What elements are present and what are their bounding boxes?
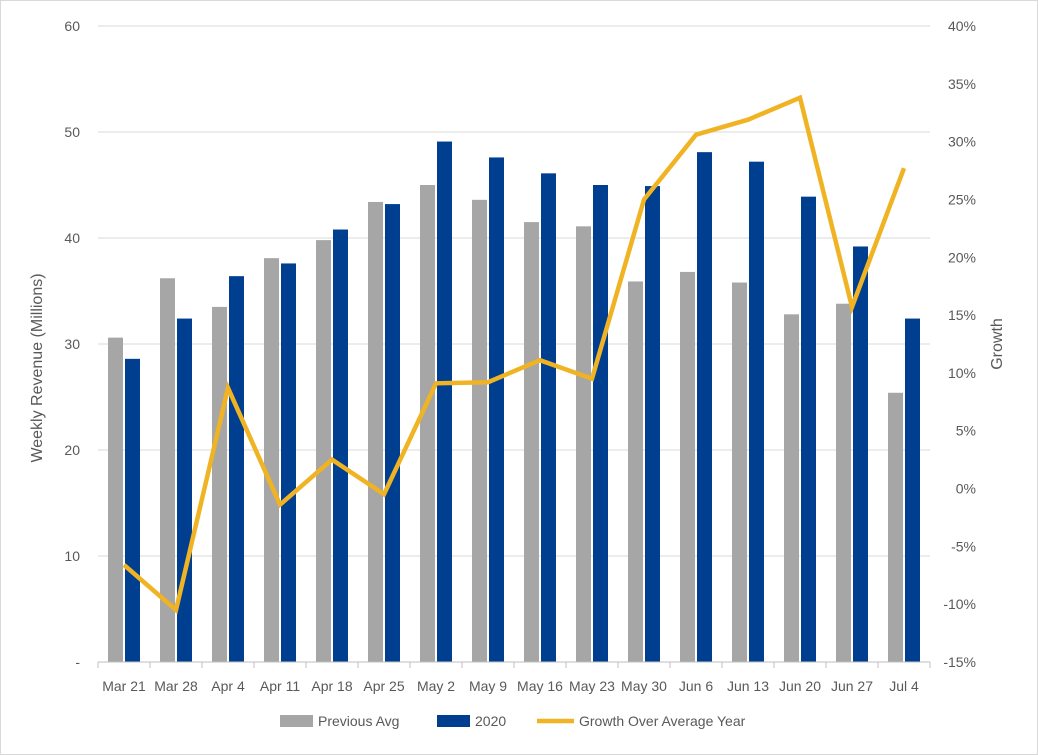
bar-previous-avg (420, 185, 435, 662)
bar-2020 (853, 246, 868, 663)
bar-2020 (385, 204, 400, 662)
bar-previous-avg (576, 226, 591, 662)
bar-2020 (801, 196, 816, 662)
y-tick-label: 10 (64, 548, 80, 564)
y2-tick-label: 40% (948, 18, 976, 34)
y2-tick-label: 20% (948, 249, 976, 265)
x-tick-label: Jun 6 (679, 678, 713, 694)
x-axis-tick-labels: Mar 21 Mar 28 Apr 4 Apr 11 Apr 18 Apr 25 May 2… (102, 678, 919, 694)
bar-2020 (333, 229, 348, 662)
bar-previous-avg (472, 199, 487, 662)
legend: Previous Avg 2020 Growth Over Average Year (280, 713, 746, 729)
y-tick-label: - (75, 654, 80, 670)
legend-2020: 2020 (437, 713, 506, 729)
bar-previous-avg (888, 392, 903, 662)
growth-line (122, 94, 907, 615)
bar-previous-avg (784, 314, 799, 662)
x-tick-label: Apr 18 (311, 678, 352, 694)
bar-2020 (177, 318, 192, 662)
bar-previous-avg (160, 278, 175, 662)
y2-tick-label: -10% (943, 596, 976, 612)
x-tick-label: Apr 25 (363, 678, 404, 694)
bar-2020 (541, 173, 556, 662)
bar-previous-avg (316, 240, 331, 662)
y2-tick-label: 25% (948, 191, 976, 207)
bar-previous-avg (524, 222, 539, 662)
x-tick-label: May 9 (469, 678, 507, 694)
legend-previous-avg: Previous Avg (280, 713, 399, 729)
y2-tick-label: 5% (956, 423, 976, 439)
x-tick-label: Apr 11 (260, 678, 300, 694)
bar-previous-avg (628, 281, 643, 662)
bars (108, 141, 920, 663)
bar-previous-avg (368, 201, 383, 662)
axes (97, 661, 931, 668)
bar-previous-avg (212, 306, 227, 662)
x-tick-label: Jun 27 (831, 678, 873, 694)
legend-growth: Growth Over Average Year (537, 713, 746, 729)
bar-2020 (437, 141, 452, 663)
x-tick-label: Mar 21 (102, 678, 146, 694)
y2-axis-title: Growth (989, 318, 1006, 370)
y-axis-tick-labels: - 10 20 30 40 50 60 (64, 18, 80, 670)
y-tick-label: 60 (64, 18, 80, 34)
y2-tick-label: -15% (943, 654, 976, 670)
y2-tick-label: 30% (948, 134, 976, 150)
x-tick-label: May 30 (621, 678, 667, 694)
bar-previous-avg (680, 271, 695, 662)
legend-label: Growth Over Average Year (579, 713, 746, 729)
y2-tick-label: 0% (956, 481, 976, 497)
bar-2020 (489, 157, 504, 662)
x-tick-label: Apr 4 (211, 678, 245, 694)
bar-2020 (281, 263, 296, 662)
y2-tick-label: -5% (951, 538, 976, 554)
x-tick-label: May 23 (569, 678, 615, 694)
bar-2020 (125, 358, 140, 662)
y-axis-title: Weekly Revenue (Millions) (29, 273, 46, 462)
bar-2020 (697, 152, 712, 662)
y2-tick-label: 35% (948, 76, 976, 92)
y2-tick-label: 10% (948, 365, 976, 381)
y2-tick-label: 15% (948, 307, 976, 323)
x-tick-label: May 16 (517, 678, 563, 694)
growth-line-layer (122, 94, 907, 615)
bar-previous-avg (836, 303, 851, 662)
x-tick-label: May 2 (417, 678, 455, 694)
legend-swatch (280, 715, 313, 727)
bar-2020 (593, 185, 608, 662)
y-tick-label: 40 (64, 230, 80, 246)
bar-2020 (905, 318, 920, 662)
bar-previous-avg (264, 258, 279, 662)
y-tick-label: 20 (64, 442, 80, 458)
bar-2020 (749, 161, 764, 662)
y-tick-label: 30 (64, 336, 80, 352)
legend-swatch (437, 715, 470, 727)
x-tick-label: Jun 20 (779, 678, 821, 694)
x-tick-label: Jun 13 (727, 678, 769, 694)
legend-label: 2020 (475, 713, 506, 729)
x-tick-label: Mar 28 (154, 678, 198, 694)
y2-axis-tick-labels: -15% -10% -5% 0% 5% 10% 15% 20% 25% 30% 35% 40% (943, 18, 976, 670)
bar-previous-avg (108, 337, 123, 662)
bar-previous-avg (732, 282, 747, 662)
bar-2020 (229, 276, 244, 662)
x-tick-label: Jul 4 (889, 678, 919, 694)
bar-2020 (645, 186, 660, 662)
legend-label: Previous Avg (318, 713, 399, 729)
y-tick-label: 50 (64, 124, 80, 140)
